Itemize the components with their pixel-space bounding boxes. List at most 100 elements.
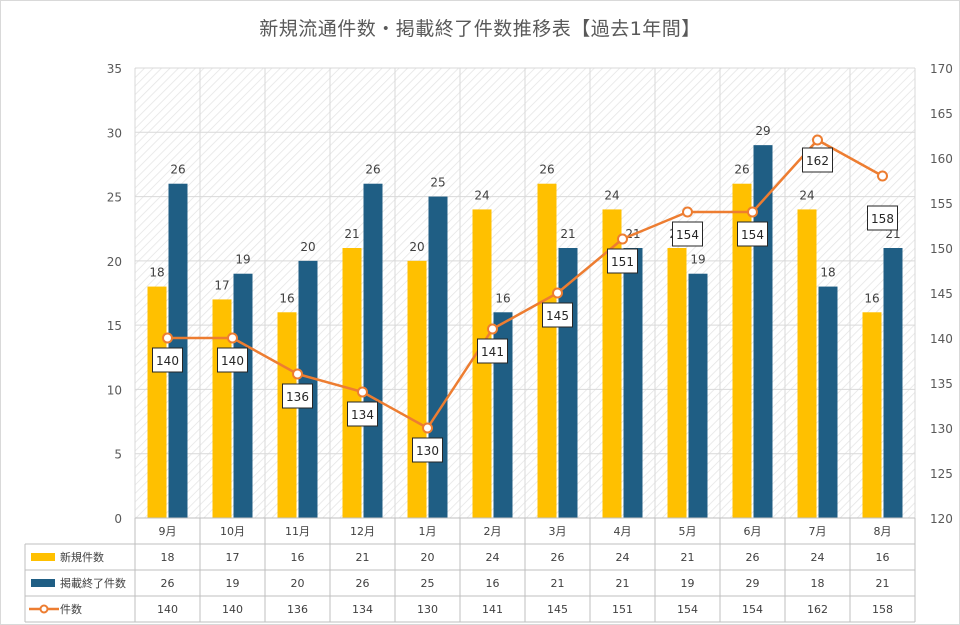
- line-label-box: [152, 347, 183, 373]
- table-cell: 140: [157, 603, 178, 616]
- table-cell: 16: [876, 551, 890, 564]
- table-cell: 141: [482, 603, 503, 616]
- bar-value-label: 17: [214, 278, 229, 292]
- table-cell: 162: [807, 603, 828, 616]
- bar-ended: [233, 273, 253, 518]
- x-category-label: 10月: [220, 525, 245, 538]
- x-category-label: 11月: [285, 525, 310, 538]
- table-cell: 18: [811, 577, 825, 590]
- bar-ended: [883, 248, 903, 518]
- bar-value-label: 26: [539, 163, 554, 177]
- line-label-box: [412, 437, 443, 463]
- y-right-tick-label: 160: [930, 152, 953, 166]
- line-value-label: 134: [351, 408, 374, 422]
- table-cell: 24: [616, 551, 630, 564]
- line-value-label: 136: [286, 390, 309, 404]
- line-point: [812, 134, 823, 146]
- table-cell: 16: [291, 551, 305, 564]
- line-point: [552, 287, 563, 299]
- table-cell: 29: [746, 577, 760, 590]
- table-cell: 140: [222, 603, 243, 616]
- table-cell: 20: [421, 551, 435, 564]
- bar-new: [667, 248, 687, 518]
- line-value-label: 151: [611, 255, 634, 269]
- table-cell: 16: [486, 577, 500, 590]
- line-label-box: [737, 221, 768, 247]
- table-cell: 26: [746, 551, 760, 564]
- table-cell: 154: [742, 603, 763, 616]
- x-category-label: 3月: [549, 525, 567, 538]
- table-cell: 19: [226, 577, 240, 590]
- line-label-box: [542, 302, 573, 328]
- legend-label: 掲載終了件数: [60, 576, 126, 590]
- y-left-tick-label: 15: [107, 319, 122, 333]
- line-point: [227, 332, 238, 344]
- bar-value-label: 21: [344, 227, 359, 241]
- line-label-box: [867, 205, 898, 231]
- line-label-box: [282, 383, 313, 409]
- legend-key: [31, 553, 55, 561]
- bar-value-label: 16: [864, 291, 879, 305]
- line-series: [167, 138, 884, 430]
- bar-value-label: 25: [430, 176, 445, 190]
- bar-new: [862, 312, 882, 518]
- y-left-tick-label: 5: [114, 448, 122, 462]
- line-value-label: 154: [741, 228, 764, 242]
- bar-value-label: 26: [365, 163, 380, 177]
- y-right-tick-label: 170: [930, 62, 953, 76]
- line-point: [747, 206, 758, 218]
- line-label-box: [477, 338, 508, 364]
- line-point: [162, 332, 173, 344]
- bar-new: [212, 299, 232, 518]
- bar-new: [797, 209, 817, 518]
- line-value-label: 140: [221, 354, 244, 368]
- line-value-label: 140: [156, 354, 179, 368]
- line-label-box: [607, 248, 638, 274]
- bar-value-label: 26: [170, 163, 185, 177]
- table-cell: 20: [291, 577, 305, 590]
- table-cell: 26: [356, 577, 370, 590]
- line-point: [877, 170, 888, 182]
- bar-ended: [363, 183, 383, 518]
- legend-key-marker: [39, 604, 49, 614]
- y-right-tick-label: 140: [930, 332, 953, 346]
- line-value-label: 130: [416, 444, 439, 458]
- x-category-label: 6月: [744, 525, 762, 538]
- line-value-label: 154: [676, 228, 699, 242]
- table-cell: 21: [356, 551, 370, 564]
- x-category-label: 5月: [679, 525, 697, 538]
- line-value-label: 141: [481, 345, 504, 359]
- y-right-tick-label: 155: [930, 197, 953, 211]
- line-value-label: 145: [546, 309, 569, 323]
- table-cell: 25: [421, 577, 435, 590]
- line-label-box: [802, 147, 833, 173]
- x-category-label: 12月: [350, 525, 375, 538]
- line-point: [682, 206, 693, 218]
- table-cell: 18: [161, 551, 175, 564]
- line-value-label: 158: [871, 212, 894, 226]
- bar-value-label: 21: [560, 227, 575, 241]
- bar-new: [407, 260, 427, 518]
- bar-ended: [688, 273, 708, 518]
- bar-new: [147, 286, 167, 518]
- x-category-label: 7月: [809, 525, 827, 538]
- legend-label: 新規件数: [60, 550, 104, 564]
- bar-new: [537, 183, 557, 518]
- table-cell: 145: [547, 603, 568, 616]
- line-point: [487, 323, 498, 335]
- table-cell: 151: [612, 603, 633, 616]
- table-cell: 21: [551, 577, 565, 590]
- line-label-box: [672, 221, 703, 247]
- bar-ended: [428, 196, 448, 519]
- y-left-tick-label: 0: [114, 512, 122, 526]
- table-cell: 134: [352, 603, 373, 616]
- x-category-label: 8月: [874, 525, 892, 538]
- bar-value-label: 29: [755, 124, 770, 138]
- legend-key: [31, 579, 55, 587]
- table-cell: 21: [616, 577, 630, 590]
- x-category-label: 1月: [419, 525, 437, 538]
- bar-value-label: 24: [474, 188, 489, 202]
- table-cell: 154: [677, 603, 698, 616]
- bar-value-label: 19: [690, 253, 705, 267]
